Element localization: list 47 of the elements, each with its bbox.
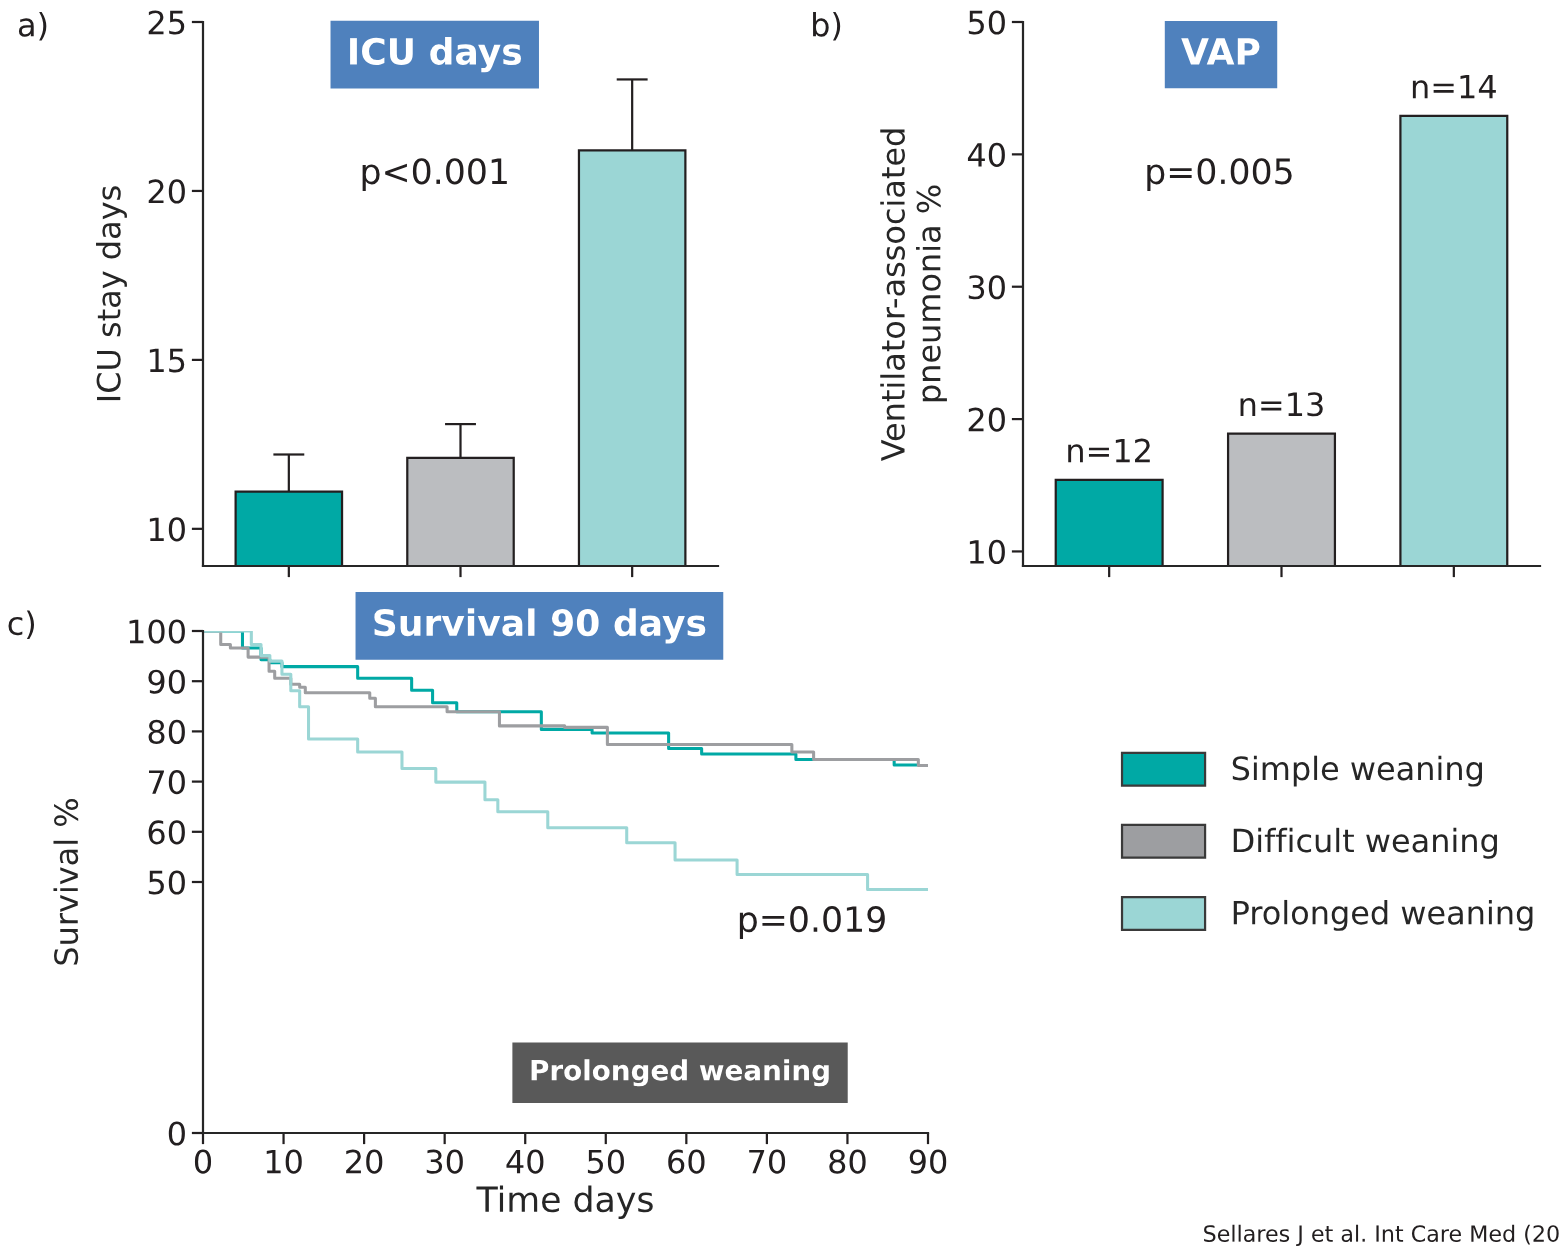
x-tick-label: 40 [506,1149,544,1174]
text: Sellares J et al. Int Care Med (20 [1204,1224,1559,1247]
chart-title: VAP [1181,38,1260,65]
annotation: p<0.001 [362,158,507,192]
annotation: n=13 [1240,392,1323,417]
y-tick-label: 0 [168,1121,185,1146]
y-tick-label: 50 [968,10,1005,35]
legend-label: Difficult weaning [1233,827,1497,859]
y-tick-label: 40 [967,142,1005,167]
y-axis-title: Ventilator-associated pneumonia % [880,129,947,462]
y-tick-label: 15 [149,348,185,373]
y-tick-label: 25 [148,10,185,35]
x-tick-label: 60 [668,1149,705,1174]
x-tick-label: 90 [909,1149,947,1174]
chart-title: ICU days [350,37,522,73]
y-tick-label: 30 [968,275,1005,300]
annotation: Prolonged weaning [531,1059,829,1087]
x-tick-label: 20 [346,1149,383,1174]
y-tick-label: 60 [148,820,185,845]
x-axis-title: Time days [476,1185,653,1220]
legend-label: Simple weaning [1232,755,1482,787]
annotation: n=12 [1068,438,1150,463]
x-tick-label: 80 [829,1149,866,1174]
y-tick-label: 10 [149,517,185,542]
legend-label: Prolonged weaning [1233,899,1533,931]
y-axis-title: ICU stay days [96,186,127,401]
y-tick-label: 50 [148,870,185,895]
annotation: p=0.019 [739,905,885,939]
x-tick-label: 10 [266,1149,302,1174]
y-tick-label: 70 [149,770,185,795]
text: a) [18,12,47,41]
y-tick-label: 90 [148,669,185,694]
text: c) [8,610,35,640]
y-tick-label: 100 [129,619,185,644]
y-tick-label: 20 [968,407,1005,432]
x-tick-label: 70 [749,1149,786,1174]
annotation: n=14 [1412,74,1496,99]
text: b) [813,11,841,41]
x-tick-label: 30 [426,1149,463,1174]
chart-title: Survival 90 days [374,608,706,644]
x-tick-label: 0 [194,1149,212,1174]
y-tick-label: 10 [969,539,1005,565]
y-tick-label: 20 [148,179,185,204]
x-tick-label: 50 [587,1149,624,1174]
annotation: p=0.005 [1147,158,1292,192]
y-tick-label: 80 [148,719,185,744]
y-axis-title: Survival % [53,799,79,965]
